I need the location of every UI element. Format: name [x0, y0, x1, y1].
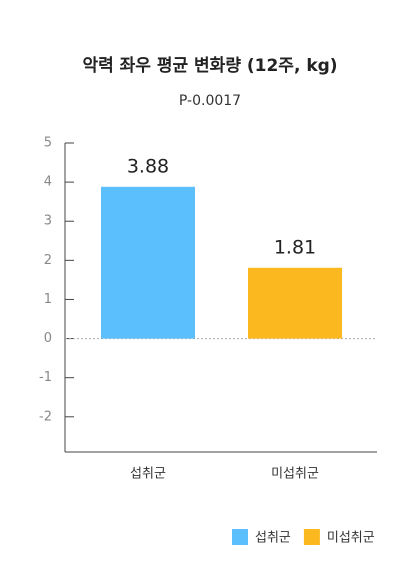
legend-swatch	[232, 529, 248, 545]
legend-label: 섭취군	[255, 531, 291, 546]
legend-swatch	[303, 529, 320, 545]
value-label: 1.81	[274, 236, 316, 258]
y-tick-label: 5	[44, 136, 52, 151]
x-tick-label: 섭취군	[130, 467, 166, 482]
y-tick-label: 2	[44, 253, 52, 268]
y-tick-label: 1	[44, 292, 52, 307]
y-tick-label: -2	[39, 409, 52, 424]
y-tick-label: -1	[39, 370, 52, 385]
legend-label: 미섭취군	[327, 531, 375, 546]
y-tick-label: 4	[44, 175, 52, 190]
bar	[101, 186, 195, 339]
y-tick-label: 3	[44, 214, 52, 229]
x-tick-label: 미섭취군	[271, 467, 319, 482]
y-tick-label: 0	[44, 331, 52, 346]
bar	[248, 267, 342, 339]
chart-title: 악력 좌우 평균 변화량 (12주, kg)	[82, 56, 337, 76]
value-label: 3.88	[127, 155, 169, 177]
chart-subtitle: P-0.0017	[179, 93, 241, 109]
